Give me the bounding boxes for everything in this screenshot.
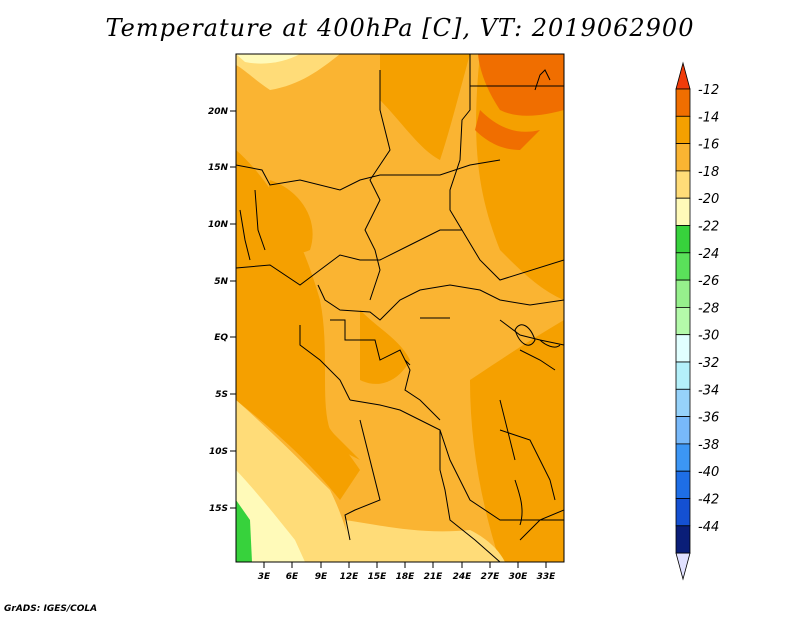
colorbar-label: -30 (698, 329, 719, 344)
colorbar-cell (675, 470, 691, 499)
colorbar-label: -18 (698, 165, 719, 180)
colorbar-label: -42 (698, 493, 719, 508)
lat-tick-label: 15N (208, 163, 229, 173)
colorbar-cell (675, 115, 691, 145)
colorbar-label: -28 (698, 301, 719, 316)
colorbar-cell (675, 334, 691, 363)
colorbar-cell (675, 498, 691, 527)
country-borders (236, 54, 564, 562)
lon-tick-label: 3E (258, 572, 271, 582)
lon-tick-label: 6E (286, 572, 299, 582)
colorbar-label: -32 (698, 356, 719, 371)
colorbar-cap-top (675, 61, 691, 90)
colorbar-cell (675, 88, 691, 117)
colorbar-cell (675, 443, 691, 472)
lat-tick-label: EQ (214, 333, 228, 343)
lat-tick-label: 10S (209, 447, 228, 457)
colorbar-cell (675, 170, 691, 199)
colorbar-cell (675, 388, 691, 417)
lon-tick-label: 12E (340, 572, 360, 582)
lon-axis: 3E 6E 9E 12E 15E 18E 21E 24E 27E 30E 33E (258, 562, 556, 582)
lat-tick-label: 5N (214, 277, 228, 287)
lat-tick-label: 10N (208, 220, 229, 230)
colorbar-cell (675, 252, 691, 281)
lat-axis: 20N 15N 10N 5N EQ 5S 10S 15S (208, 107, 236, 514)
colorbar-label: -16 (698, 138, 719, 153)
lon-tick-label: 27E (481, 572, 501, 582)
colorbar-cap-bottom (675, 552, 691, 581)
map-frame (235, 53, 565, 563)
lakes (404, 317, 561, 526)
lon-tick-label: 33E (537, 572, 557, 582)
colorbar-label: -36 (698, 411, 719, 426)
colorbar-cell (675, 279, 691, 308)
colorbar-label: -12 (698, 83, 719, 98)
lat-tick-label: 5S (215, 390, 228, 400)
grads-credit: GrADS: IGES/COLA (4, 604, 98, 614)
colorbar-label: -22 (698, 220, 719, 235)
colorbar-label: -20 (698, 192, 719, 207)
lon-tick-label: 15E (368, 572, 388, 582)
lon-tick-label: 30E (509, 572, 529, 582)
lon-tick-label: 24E (453, 572, 473, 582)
lat-tick-label: 15S (209, 504, 228, 514)
colorbar-cell (675, 143, 691, 172)
lat-tick-label: 20N (208, 107, 229, 117)
colorbar-label: -14 (698, 110, 719, 125)
colorbar-label: -24 (698, 247, 719, 262)
colorbar-cell (675, 225, 691, 254)
temperature-field (236, 54, 564, 562)
lon-tick-label: 9E (315, 572, 328, 582)
colorbar-label: -38 (698, 438, 719, 453)
colorbar-label: -40 (698, 465, 719, 480)
colorbar: -12 -14 -16 -18 -20 -22 -24 -26 -28 -30 -32 -34 -36 -… (675, 61, 719, 581)
lon-tick-label: 21E (424, 572, 444, 582)
colorbar-cell (675, 361, 691, 390)
map-title: Temperature at 400hPa [C], VT: 201906290… (105, 14, 695, 42)
colorbar-cell (675, 197, 691, 226)
lon-tick-label: 18E (396, 572, 416, 582)
colorbar-cell (675, 306, 691, 336)
colorbar-label: -34 (698, 383, 719, 398)
colorbar-cell (675, 416, 691, 445)
colorbar-cell (675, 525, 691, 554)
colorbar-label: -44 (698, 520, 719, 535)
colorbar-label: -26 (698, 274, 719, 289)
